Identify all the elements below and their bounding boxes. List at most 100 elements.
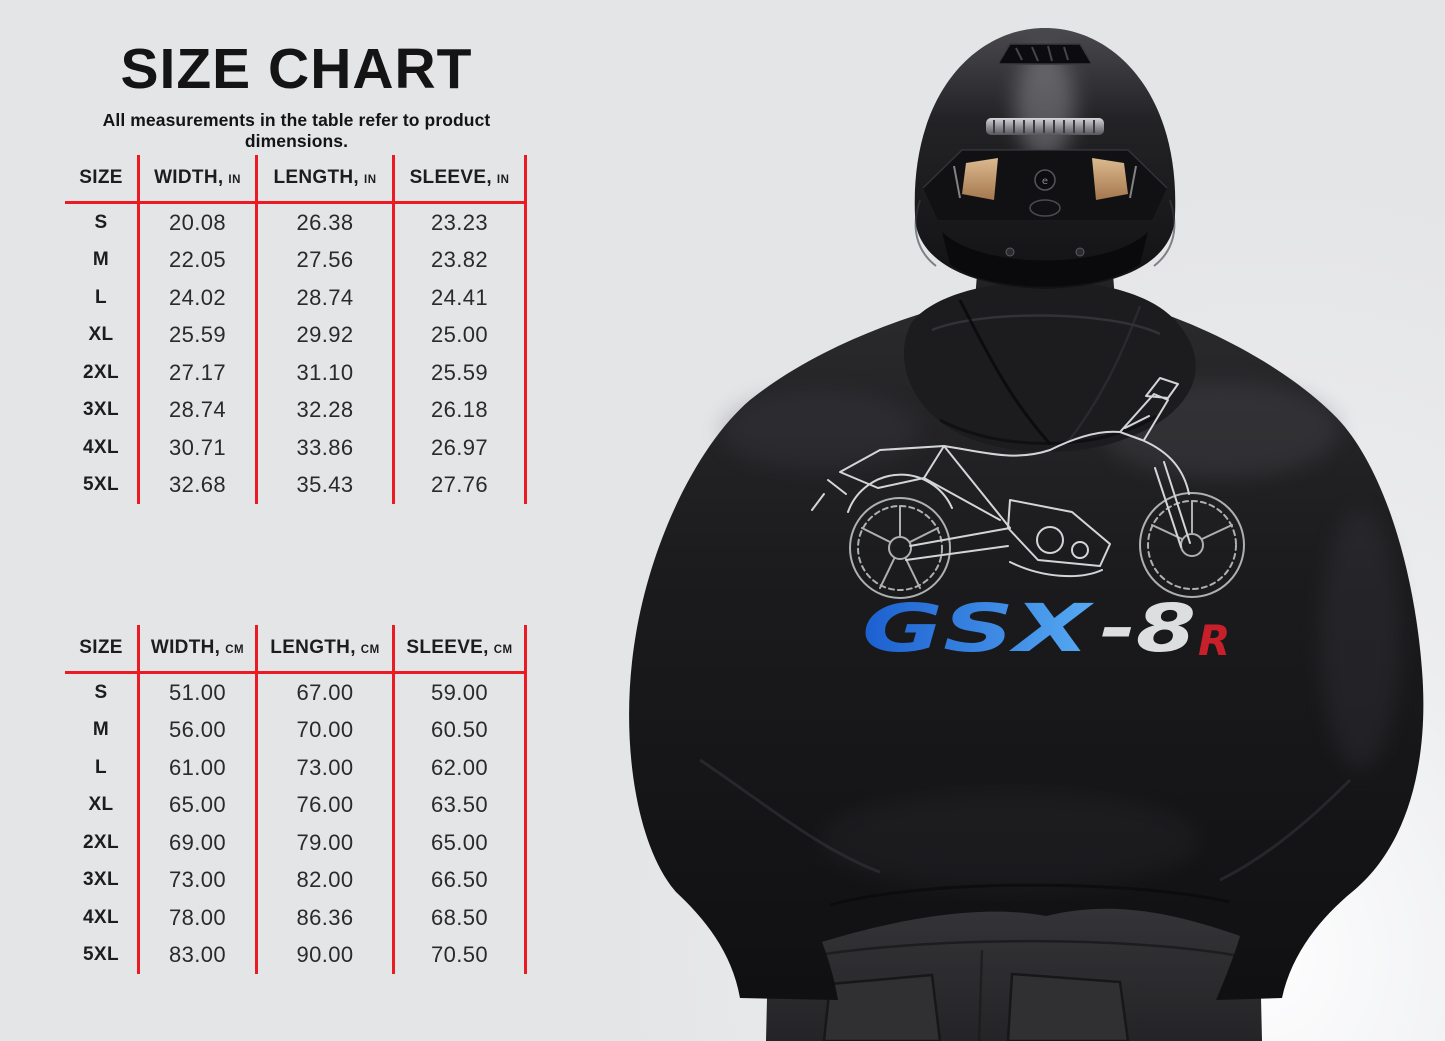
- sleeve-value: 25.59: [395, 354, 527, 392]
- size-label: XL: [65, 786, 140, 824]
- size-label: L: [65, 279, 140, 317]
- sleeve-value: 27.76: [395, 466, 527, 504]
- width-value: 25.59: [140, 316, 258, 354]
- product-photo: e: [580, 0, 1445, 1041]
- motorcycle-line-art: [811, 377, 1245, 599]
- width-value: 65.00: [140, 786, 258, 824]
- sleeve-value: 24.41: [395, 279, 527, 317]
- size-label: 4XL: [65, 429, 140, 467]
- sleeve-value: 62.00: [395, 749, 527, 787]
- helmet-reflector-left: [962, 158, 998, 200]
- logo-dash8: -8: [1100, 590, 1196, 667]
- sleeve-value: 23.82: [395, 241, 527, 279]
- length-value: 79.00: [258, 824, 395, 862]
- size-table-cm: SIZE WIDTH, CM LENGTH, CM SLEEVE, CM S 51.0…: [65, 625, 527, 974]
- width-value: 78.00: [140, 899, 258, 937]
- column-header-size: SIZE: [65, 625, 140, 674]
- sleeve-value: 60.50: [395, 711, 527, 749]
- length-value: 35.43: [258, 466, 395, 504]
- sleeve-value: 68.50: [395, 899, 527, 937]
- width-value: 83.00: [140, 936, 258, 974]
- column-header-length: LENGTH, IN: [258, 155, 395, 204]
- length-value: 29.92: [258, 316, 395, 354]
- sleeve-value: 66.50: [395, 861, 527, 899]
- size-label: 3XL: [65, 391, 140, 429]
- width-value: 28.74: [140, 391, 258, 429]
- sleeve-value: 23.23: [395, 204, 527, 242]
- length-value: 26.38: [258, 204, 395, 242]
- sleeve-value: 59.00: [395, 674, 527, 712]
- unit-label: IN: [228, 174, 241, 186]
- size-label: 3XL: [65, 861, 140, 899]
- width-value: 22.05: [140, 241, 258, 279]
- sleeve-value: 25.00: [395, 316, 527, 354]
- column-header-length: LENGTH, CM: [258, 625, 395, 674]
- sleeve-value: 63.50: [395, 786, 527, 824]
- length-value: 82.00: [258, 861, 395, 899]
- width-value: 69.00: [140, 824, 258, 862]
- hoodie-body: [629, 292, 1424, 1000]
- length-value: 76.00: [258, 786, 395, 824]
- column-header-width: WIDTH, IN: [140, 155, 258, 204]
- width-value: 73.00: [140, 861, 258, 899]
- width-value: 61.00: [140, 749, 258, 787]
- unit-label: IN: [496, 174, 510, 186]
- sleeve-value: 65.00: [395, 824, 527, 862]
- helmet-chin-rim: [942, 232, 1148, 287]
- sleeve-value: 26.18: [395, 391, 527, 429]
- length-value: 32.28: [258, 391, 395, 429]
- hood: [903, 281, 1196, 452]
- unit-label: CM: [360, 644, 380, 656]
- size-table-inches: SIZE WIDTH, IN LENGTH, IN SLEEVE, IN S 20.0…: [65, 155, 527, 504]
- sleeve-value: 70.50: [395, 936, 527, 974]
- size-label: 2XL: [65, 354, 140, 392]
- unit-label: CM: [493, 644, 513, 656]
- helmet-badge: [1034, 169, 1056, 191]
- size-label: 4XL: [65, 899, 140, 937]
- helmet-emblem: [1029, 199, 1061, 217]
- width-value: 27.17: [140, 354, 258, 392]
- column-header-size: SIZE: [65, 155, 140, 204]
- size-label: 5XL: [65, 466, 140, 504]
- width-value: 20.08: [140, 204, 258, 242]
- size-label: M: [65, 711, 140, 749]
- helmet-top-vent: [996, 43, 1094, 65]
- size-label: 2XL: [65, 824, 140, 862]
- width-value: 51.00: [140, 674, 258, 712]
- width-value: 56.00: [140, 711, 258, 749]
- length-value: 86.36: [258, 899, 395, 937]
- logo-gsx: GSX: [862, 590, 1095, 667]
- rider-figure: e: [629, 28, 1424, 1041]
- unit-label: IN: [364, 174, 377, 186]
- length-value: 28.74: [258, 279, 395, 317]
- length-value: 73.00: [258, 749, 395, 787]
- helmet-reflector-right: [1092, 158, 1128, 200]
- length-value: 31.10: [258, 354, 395, 392]
- size-label: 5XL: [65, 936, 140, 974]
- size-label: XL: [65, 316, 140, 354]
- length-value: 67.00: [258, 674, 395, 712]
- length-value: 90.00: [258, 936, 395, 974]
- sleeve-value: 26.97: [395, 429, 527, 467]
- length-value: 27.56: [258, 241, 395, 279]
- size-label: S: [65, 674, 140, 712]
- page-subtitle: All measurements in the table refer to p…: [102, 109, 491, 151]
- title-block: SIZE CHART All measurements in the table…: [65, 37, 528, 152]
- page-title: SIZE CHART: [120, 37, 473, 101]
- column-header-sleeve: SLEEVE, IN: [395, 155, 527, 204]
- logo-r: R: [1198, 616, 1230, 665]
- size-label: S: [65, 204, 140, 242]
- column-header-width: WIDTH, CM: [140, 625, 258, 674]
- width-value: 32.68: [140, 466, 258, 504]
- helmet-illustration: e: [914, 28, 1176, 289]
- column-header-sleeve: SLEEVE, CM: [395, 625, 527, 674]
- svg-text:e: e: [1042, 176, 1048, 187]
- unit-label: CM: [225, 644, 245, 656]
- length-value: 33.86: [258, 429, 395, 467]
- gsx-logo-text: GSX -8 R: [862, 590, 1230, 667]
- length-value: 70.00: [258, 711, 395, 749]
- width-value: 24.02: [140, 279, 258, 317]
- width-value: 30.71: [140, 429, 258, 467]
- size-label: M: [65, 241, 140, 279]
